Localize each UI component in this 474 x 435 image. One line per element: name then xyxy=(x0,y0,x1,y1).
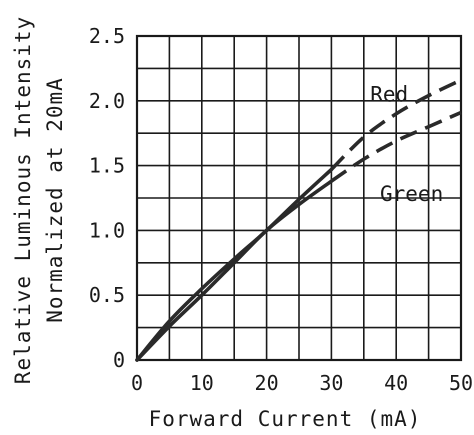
y-axis-label-line-2: Normalized at 20mA xyxy=(43,77,67,323)
series-label-red: Red xyxy=(370,82,408,106)
y-tick-label: 1.0 xyxy=(89,218,125,242)
series-green-solid-line xyxy=(135,179,334,362)
x-tick-label: 40 xyxy=(384,371,408,395)
x-tick-label: 20 xyxy=(255,371,279,395)
series-green-dashed-line xyxy=(330,110,462,183)
x-tick-label: 50 xyxy=(449,371,473,395)
curves xyxy=(135,78,462,362)
x-tick-label: 10 xyxy=(190,371,214,395)
y-tick-label: 0 xyxy=(113,348,125,372)
x-axis-label: Forward Current (mA) xyxy=(149,407,422,431)
y-axis-label-line-1: Relative Luminous Intensity xyxy=(11,16,35,384)
y-axis-tick-labels: 0 0.5 1.0 1.5 2.0 2.5 xyxy=(89,24,125,372)
series-red-dashed-line xyxy=(330,78,462,171)
y-tick-label: 0.5 xyxy=(89,283,125,307)
series-annotations: Red Green xyxy=(370,82,443,206)
plot-frame xyxy=(135,34,463,362)
x-tick-label: 0 xyxy=(131,371,143,395)
y-tick-label: 2.0 xyxy=(89,89,125,113)
x-tick-label: 30 xyxy=(319,371,343,395)
x-axis-tick-labels: 0 10 20 30 40 50 xyxy=(131,371,473,395)
series-red-solid-line xyxy=(135,167,334,362)
y-tick-label: 2.5 xyxy=(89,24,125,48)
series-label-green: Green xyxy=(380,182,443,206)
y-tick-label: 1.5 xyxy=(89,154,125,178)
